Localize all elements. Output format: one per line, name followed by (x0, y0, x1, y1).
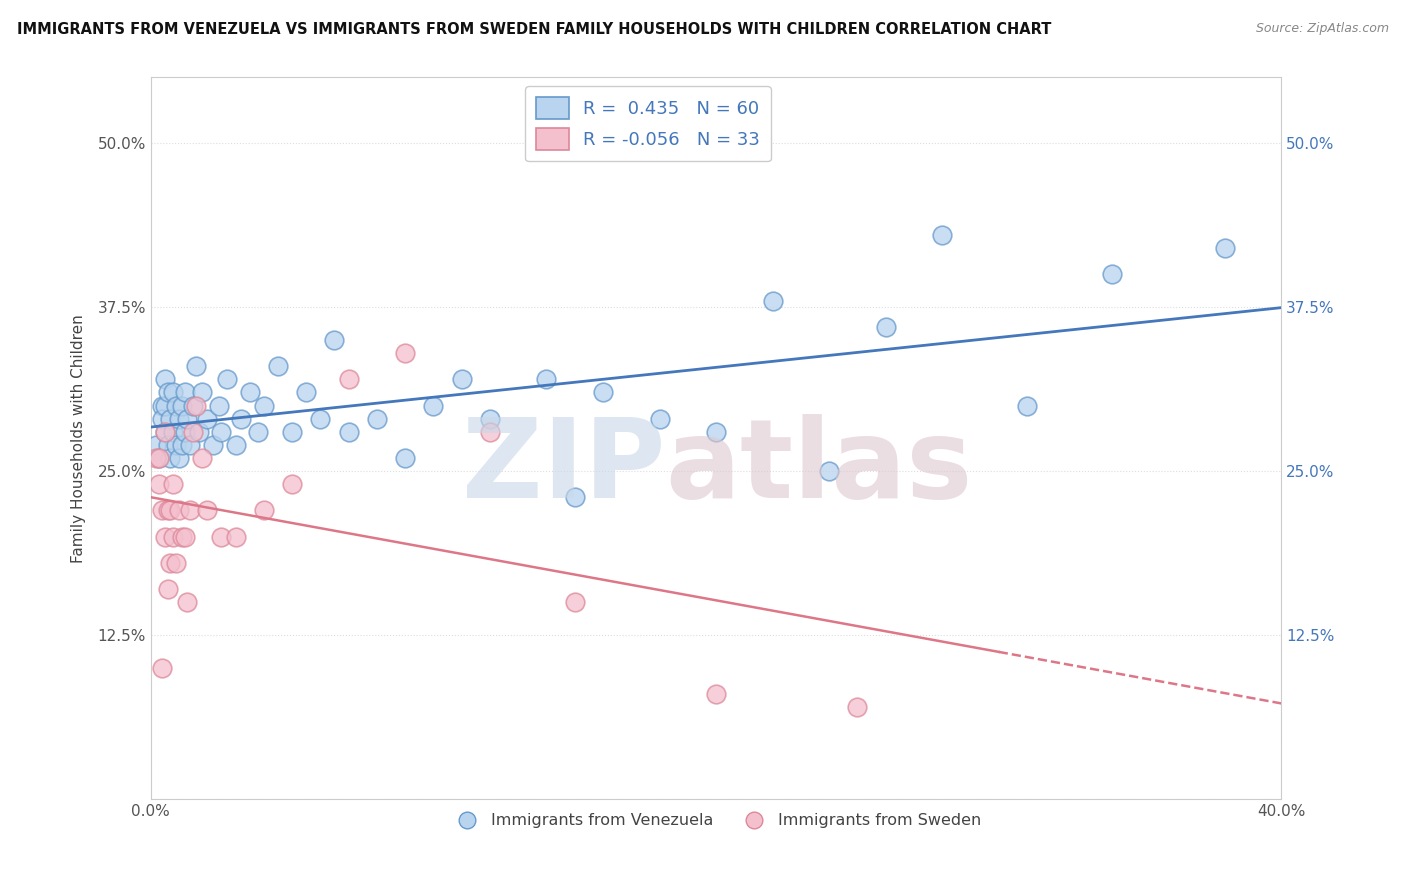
Point (159, 556, 181, 570)
Point (190, 385, 212, 400)
Text: ZIP: ZIP (461, 414, 665, 521)
Point (153, 399, 176, 413)
Point (181, 425, 204, 439)
Point (247, 425, 270, 439)
Point (267, 359, 290, 373)
Point (153, 425, 176, 439)
Point (422, 399, 444, 413)
Point (931, 227, 953, 242)
Point (162, 425, 184, 439)
Point (167, 503, 190, 517)
Point (145, 438, 167, 452)
Point (225, 438, 247, 452)
Point (1213, 241, 1236, 255)
Point (875, 319, 897, 334)
Text: IMMIGRANTS FROM VENEZUELA VS IMMIGRANTS FROM SWEDEN FAMILY HOUSEHOLDS WITH CHILD: IMMIGRANTS FROM VENEZUELA VS IMMIGRANTS … (17, 22, 1052, 37)
Point (478, 425, 501, 439)
Point (209, 425, 232, 439)
Point (201, 438, 224, 452)
Point (846, 700, 869, 714)
Point (156, 385, 179, 400)
Point (337, 372, 360, 386)
Point (170, 438, 193, 452)
Point (394, 346, 416, 360)
Point (167, 450, 190, 465)
Point (150, 399, 173, 413)
Point (159, 411, 181, 425)
Point (153, 530, 176, 544)
Point (184, 359, 207, 373)
Point (187, 425, 209, 439)
Point (184, 399, 207, 413)
Point (225, 530, 247, 544)
Point (450, 372, 472, 386)
Point (156, 582, 179, 597)
Point (648, 411, 671, 425)
Point (536, 372, 558, 386)
Point (150, 503, 173, 517)
Point (145, 450, 167, 465)
Point (173, 425, 195, 439)
Point (176, 411, 198, 425)
Point (179, 438, 201, 452)
Point (181, 399, 204, 413)
Point (167, 411, 190, 425)
Point (190, 450, 212, 465)
Point (162, 385, 184, 400)
Point (195, 411, 218, 425)
Point (170, 530, 193, 544)
Point (159, 503, 181, 517)
Point (162, 477, 184, 491)
Point (165, 438, 187, 452)
Point (173, 385, 195, 400)
Y-axis label: Family Households with Children: Family Households with Children (72, 314, 86, 563)
Point (366, 411, 388, 425)
Point (323, 333, 346, 347)
Point (173, 530, 195, 544)
Point (156, 503, 179, 517)
Point (394, 450, 416, 465)
Point (195, 503, 218, 517)
Point (148, 477, 170, 491)
Point (156, 438, 179, 452)
Point (148, 450, 170, 465)
Point (1101, 267, 1123, 281)
Point (295, 385, 318, 400)
Point (153, 425, 176, 439)
Point (337, 425, 360, 439)
Point (176, 595, 198, 609)
Point (761, 293, 783, 308)
Point (231, 411, 253, 425)
Point (253, 503, 276, 517)
Point (704, 425, 727, 439)
Point (592, 385, 614, 400)
Point (150, 411, 173, 425)
Point (281, 477, 304, 491)
Point (159, 450, 181, 465)
Point (818, 464, 841, 478)
Point (309, 411, 332, 425)
Point (478, 411, 501, 425)
Point (209, 530, 232, 544)
Point (179, 503, 201, 517)
Point (153, 372, 176, 386)
Point (165, 556, 187, 570)
Text: Source: ZipAtlas.com: Source: ZipAtlas.com (1256, 22, 1389, 36)
Point (564, 595, 586, 609)
Point (253, 399, 276, 413)
Point (165, 399, 187, 413)
Point (704, 687, 727, 701)
Point (564, 491, 586, 505)
Point (1015, 399, 1038, 413)
Point (170, 399, 193, 413)
Point (239, 385, 262, 400)
Point (281, 425, 304, 439)
Point (162, 530, 184, 544)
Point (148, 450, 170, 465)
Point (150, 661, 173, 675)
Text: atlas: atlas (665, 414, 973, 521)
Point (207, 399, 229, 413)
Legend: Immigrants from Venezuela, Immigrants from Sweden: Immigrants from Venezuela, Immigrants fr… (444, 806, 987, 835)
Point (215, 372, 238, 386)
